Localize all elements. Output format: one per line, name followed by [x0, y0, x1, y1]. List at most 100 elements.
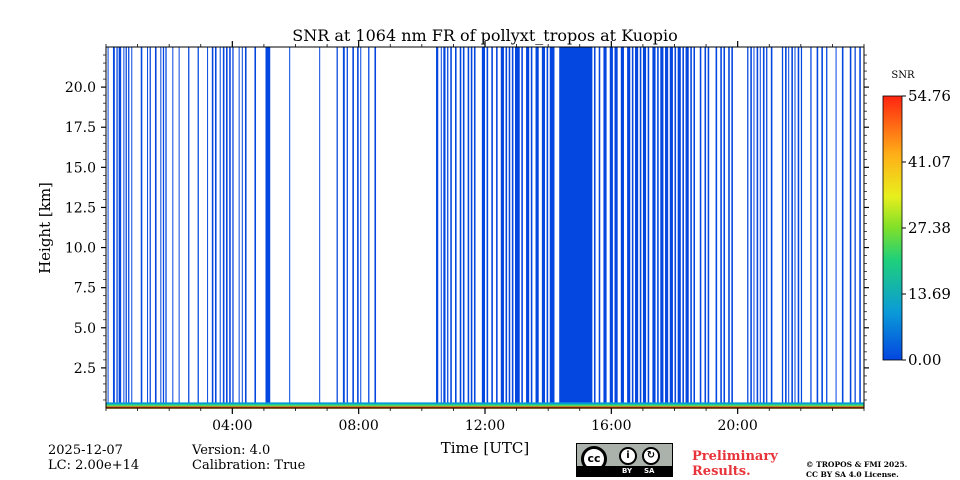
profile-column	[241, 47, 243, 408]
profile-column	[481, 47, 485, 408]
profile-column	[374, 47, 377, 408]
profile-column	[614, 47, 618, 408]
profile-column	[342, 47, 345, 408]
results-line: Results.	[692, 464, 751, 479]
version-text: Version: 4.0	[192, 443, 271, 458]
profile-column	[368, 47, 370, 408]
badge-strip	[577, 466, 672, 476]
profile-column	[197, 47, 199, 408]
profile-column	[515, 47, 520, 408]
profile-column	[835, 47, 837, 408]
colorbar-label: SNR	[891, 70, 915, 81]
y-tick-label: 20.0	[65, 80, 96, 96]
y-tick-label: 12.5	[65, 200, 96, 216]
profile-column	[816, 47, 819, 408]
profile-column	[593, 47, 596, 408]
profile-column	[781, 47, 784, 408]
profile-column	[715, 47, 718, 408]
y-tick-label: 10.0	[65, 241, 96, 257]
x-tick-label: 16:00	[591, 418, 631, 434]
profile-column	[505, 47, 508, 408]
profile-column	[486, 47, 489, 408]
profile-column	[652, 47, 656, 408]
surface-signal-band	[106, 406, 864, 408]
profile-column	[160, 47, 162, 408]
profile-column	[118, 47, 122, 408]
preliminary-line: Preliminary	[692, 449, 778, 464]
profile-column	[346, 47, 348, 408]
profile-column	[116, 47, 118, 408]
profile-column	[244, 47, 247, 408]
profile-column	[162, 47, 165, 408]
profile-column	[788, 47, 790, 408]
profile-column	[647, 47, 650, 408]
preliminary-results-note: Preliminary Results.	[692, 449, 778, 479]
profile-column	[785, 47, 787, 408]
profile-column	[603, 47, 607, 408]
profile-column	[685, 47, 689, 408]
profile-column	[657, 47, 659, 408]
profile-column	[360, 47, 362, 408]
profile-column	[707, 47, 710, 408]
profile-column	[791, 47, 793, 408]
profile-column	[750, 47, 752, 408]
x-tick-label: 12:00	[465, 418, 505, 434]
colorbar	[882, 95, 903, 361]
by-attribution-icon: i	[619, 447, 637, 465]
meta-right: Version: 4.0 Calibration: True	[192, 443, 305, 473]
profile-column	[521, 47, 523, 408]
profile-column	[454, 47, 457, 408]
profile-column	[699, 47, 702, 408]
x-axis: 04:00 08:00 12:00 16:00 20:00	[105, 41, 865, 434]
profile-column	[756, 47, 759, 408]
profile-column	[500, 47, 504, 408]
profile-column	[140, 47, 143, 408]
profile-column	[238, 47, 240, 408]
profile-column	[723, 47, 726, 408]
meta-left: 2025-12-07 LC: 2.00e+14	[48, 443, 139, 473]
profile-column	[800, 47, 803, 408]
cc-by-sa-license-badge: cc i ↻ BY SA	[576, 443, 673, 477]
profile-column	[123, 47, 125, 408]
profile-column	[154, 47, 157, 408]
profile-column	[357, 47, 359, 408]
sa-label: SA	[644, 467, 655, 475]
profile-column	[232, 47, 234, 408]
profile-column	[214, 47, 217, 408]
by-label: BY	[622, 467, 633, 475]
copyright-line: © TROPOS & FMI 2025.	[806, 460, 908, 469]
profile-column	[165, 47, 167, 408]
profile-column	[188, 47, 190, 408]
profile-column	[491, 47, 493, 408]
profile-column	[319, 47, 321, 408]
profile-column	[639, 47, 642, 408]
colorbar-tick-label: 13.69	[908, 285, 951, 303]
profile-column	[229, 47, 231, 408]
calibration-text: Calibration: True	[192, 458, 306, 473]
profile-column	[178, 47, 180, 408]
profile-column	[149, 47, 151, 408]
profile-column	[759, 47, 761, 408]
profile-column	[660, 47, 664, 408]
profile-column	[462, 47, 465, 408]
profile-column	[450, 47, 452, 408]
profile-column	[826, 47, 828, 408]
profile-column	[747, 47, 749, 408]
surface-signal-band	[106, 405, 864, 408]
profile-column	[222, 47, 225, 408]
profile-column	[107, 47, 109, 408]
y-tick-label: 5.0	[74, 321, 96, 337]
profile-column	[821, 47, 823, 408]
profile-column	[674, 47, 677, 408]
profile-column	[336, 47, 338, 408]
profile-column	[810, 47, 812, 408]
profile-column	[609, 47, 613, 408]
profile-column	[447, 47, 449, 408]
profile-column	[704, 47, 707, 408]
chart-title: SNR at 1064 nm FR of pollyxt_tropos at K…	[292, 26, 677, 45]
colorbar-tick-label: 0.00	[908, 351, 941, 369]
y-tick-label: 15.0	[65, 160, 96, 176]
profile-column	[642, 47, 647, 408]
profile-column	[770, 47, 773, 408]
